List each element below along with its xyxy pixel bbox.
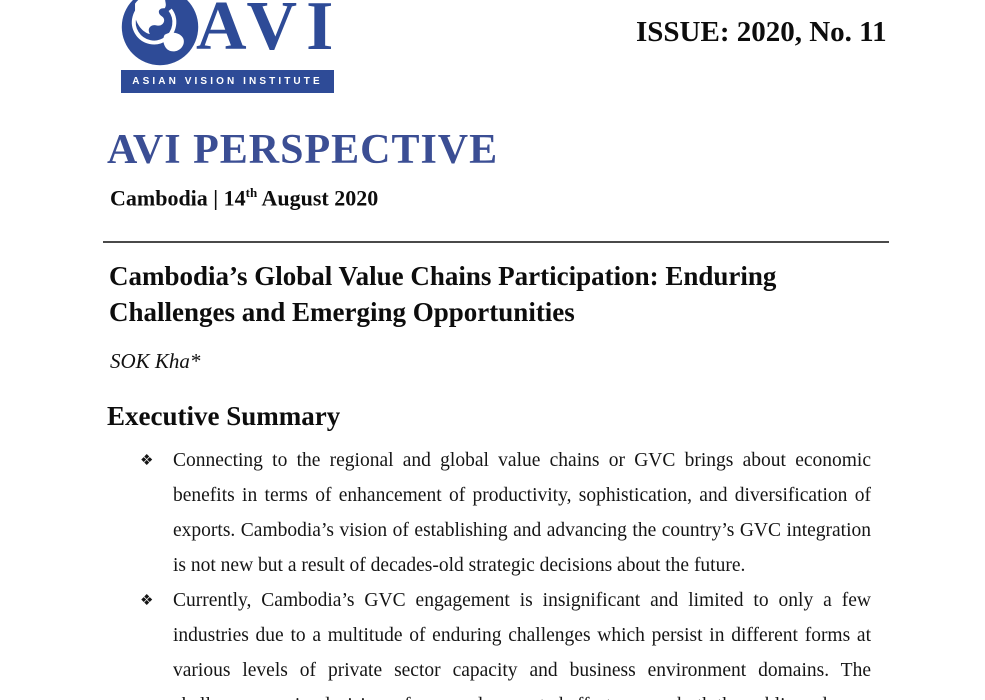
article-title: Cambodia’s Global Value Chains Participa… xyxy=(109,261,777,327)
dateline-suffix: August 2020 xyxy=(257,185,379,211)
bullet-text-clipped: challenges require decisive reforms and … xyxy=(173,695,827,700)
diamond-bullet-icon: ❖ xyxy=(140,593,154,609)
bullet-text: Currently, Cambodia’s GVC engagement is … xyxy=(173,590,871,681)
executive-summary-list: ❖ Connecting to the regional and global … xyxy=(140,443,871,700)
logo-banner-label: ASIAN VISION INSTITUTE xyxy=(132,76,323,87)
article-author: SOK Kha* xyxy=(110,349,201,373)
dateline-prefix: Cambodia | 14 xyxy=(110,185,246,211)
issue-label: ISSUE: 2020, No. 11 xyxy=(636,16,887,48)
horizontal-rule xyxy=(103,241,889,243)
publication-title: AVI PERSPECTIVE xyxy=(107,127,499,173)
section-heading: Executive Summary xyxy=(107,401,341,431)
globe-asia-icon xyxy=(121,0,199,66)
diamond-bullet-icon: ❖ xyxy=(140,453,154,469)
list-item: ❖ Connecting to the regional and global … xyxy=(140,443,871,583)
dateline: Cambodia | 14th August 2020 xyxy=(110,185,378,211)
logo-acronym: AVI xyxy=(196,0,343,65)
dateline-ordinal: th xyxy=(245,185,258,200)
logo-banner: ASIAN VISION INSTITUTE xyxy=(121,70,334,93)
bullet-text: Connecting to the regional and global va… xyxy=(173,450,871,576)
list-item: ❖ Currently, Cambodia’s GVC engagement i… xyxy=(140,583,871,700)
